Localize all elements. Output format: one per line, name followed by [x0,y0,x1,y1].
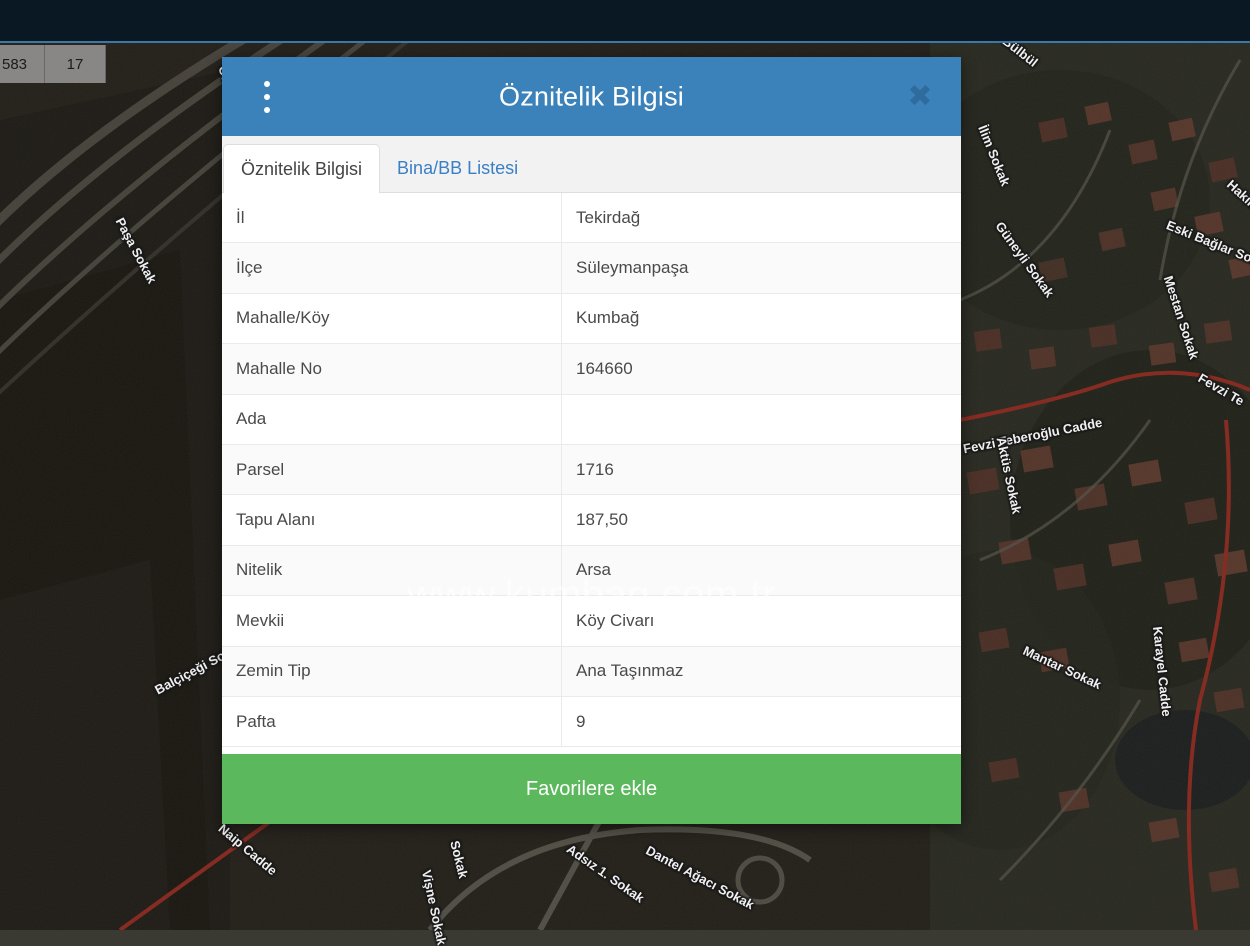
dialog-tab-bar: Öznitelik Bilgisi Bina/BB Listesi [222,136,961,193]
attribute-key: İl [222,193,562,243]
attribute-info-dialog: Öznitelik Bilgisi ✖ Öznitelik Bilgisi Bi… [222,57,961,824]
table-row: Mevkii Köy Civarı [222,596,961,647]
dialog-header: Öznitelik Bilgisi ✖ [222,57,961,136]
attribute-value: 164660 [576,358,633,378]
table-row: İlçe Süleymanpaşa [222,243,961,294]
coord-box-x: 583 [0,45,45,83]
coord-box-zoom: 17 [45,45,106,83]
attribute-value: Arsa [576,560,611,580]
tab-bina-bb-listesi[interactable]: Bina/BB Listesi [397,157,519,178]
attribute-key: Zemin Tip [222,646,562,696]
attribute-value: Köy Civarı [576,610,655,630]
map-coordinate-boxes: 583 17 [0,45,106,83]
close-icon[interactable]: ✖ [907,78,933,114]
table-row: Tapu Alanı 187,50 [222,495,961,546]
attribute-key: Mahalle No [222,344,562,394]
attribute-table: İl Tekirdağ İlçe Süleymanpaşa Mahalle/Köy Kum… [222,193,961,754]
more-vertical-icon[interactable] [256,80,278,113]
table-row: Ada [222,394,961,445]
attribute-value: 1716 [576,459,614,479]
attribute-key: Tapu Alanı [222,495,562,545]
table-row: Mahalle No 164660 [222,344,961,395]
attribute-value: Ana Taşınmaz [576,661,684,681]
table-row: Nitelik Arsa [222,545,961,597]
attribute-value [562,395,961,444]
dialog-title: Öznitelik Bilgisi [499,81,684,111]
attribute-key: Ada [222,394,562,444]
table-row: Zemin Tip Ana Taşınmaz [222,646,961,697]
table-row: Mahalle/Köy Kumbağ [222,293,961,345]
tab-oznitelik-bilgisi[interactable]: Öznitelik Bilgisi [223,144,381,193]
table-row: İl Tekirdağ [222,193,961,244]
attribute-key: Parsel [222,444,562,495]
attribute-value: Süleymanpaşa [576,258,689,278]
table-row: Pafta 9 [222,696,961,748]
attribute-key: Mahalle/Köy [222,293,562,344]
attribute-key: İlçe [222,243,562,293]
attribute-value: 187,50 [576,510,628,530]
attribute-key: Nitelik [222,545,562,596]
attribute-value: 9 [576,711,586,731]
attribute-key: Mevkii [222,596,562,646]
add-to-favorites-button[interactable]: Favorilere ekle [222,754,961,824]
attribute-value: Tekirdağ [576,207,641,227]
top-navigation-bar [0,0,1250,43]
table-row: Parsel 1716 [222,444,961,496]
attribute-value: Kumbağ [576,308,640,328]
attribute-key: Pafta [222,696,562,747]
